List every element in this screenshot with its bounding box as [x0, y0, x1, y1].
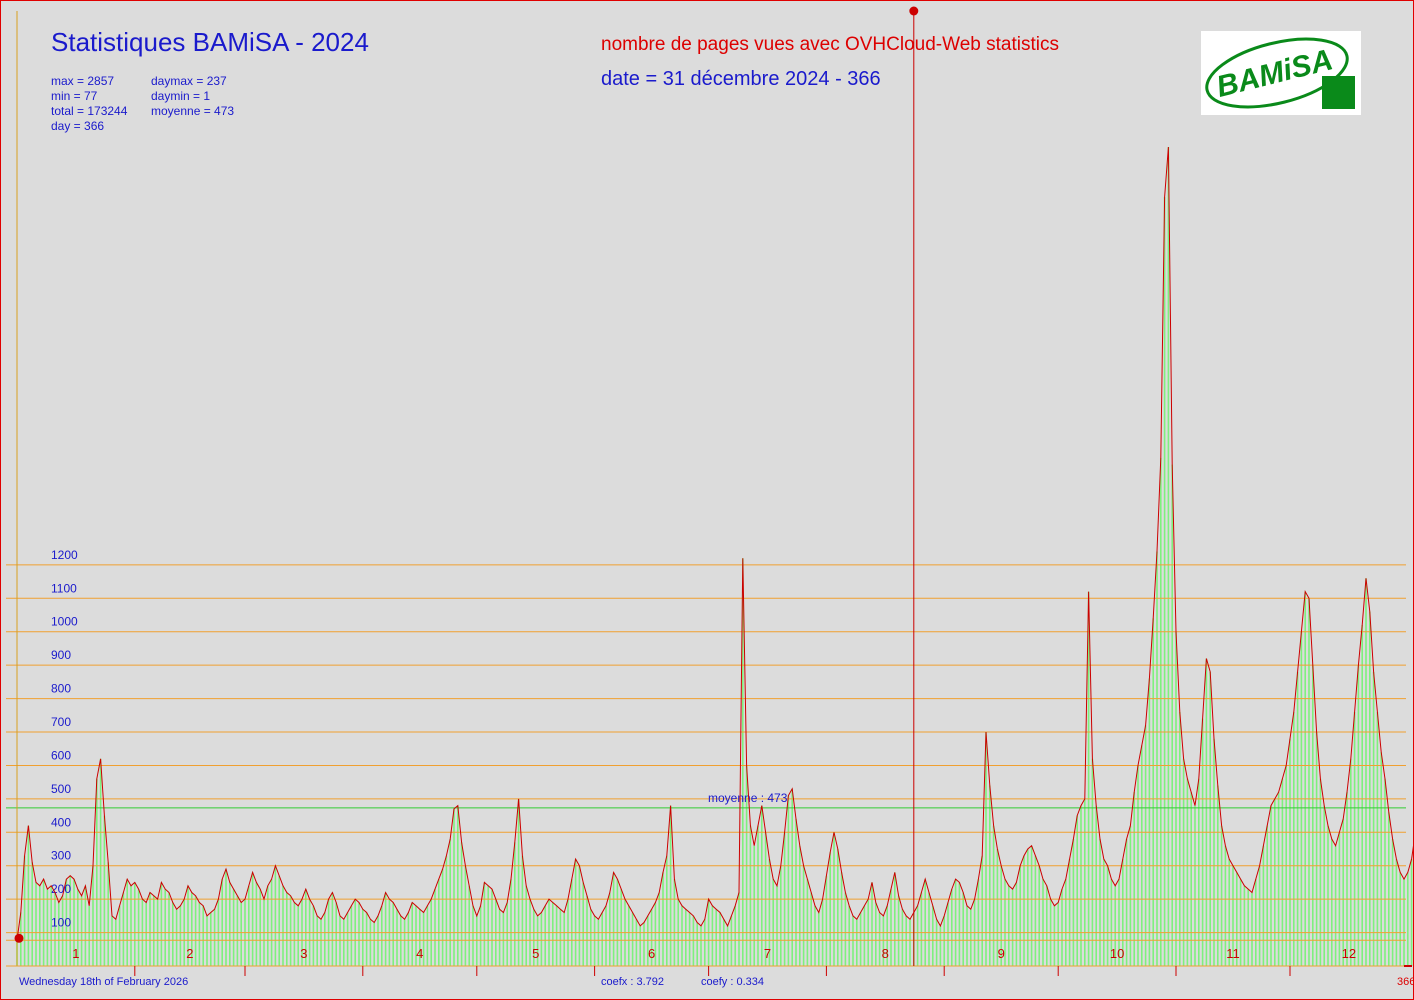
bamisa-logo: BAMiSA [1201, 31, 1361, 115]
max-marker [909, 6, 919, 16]
x-tick-label: 5 [532, 946, 539, 961]
stat-day: day = 366 [51, 119, 105, 133]
stat-moyenne: moyenne = 473 [151, 104, 235, 118]
y-tick-label: 700 [51, 715, 71, 729]
stat-max: max = 2857 [51, 74, 115, 88]
coefy-label: coefy : 0.334 [701, 976, 764, 988]
generated-date: Wednesday 18th of February 2026 [19, 976, 189, 988]
x-tick-label: 2 [186, 946, 193, 961]
x-tick-label: 7 [764, 946, 771, 961]
y-tick-label: 900 [51, 648, 71, 662]
y-tick-label: 600 [51, 748, 71, 762]
chart-subtitle: nombre de pages vues avec OVHCloud-Web s… [601, 34, 1059, 55]
chart-title: Statistiques BAMiSA - 2024 [51, 27, 369, 57]
y-tick-label: 400 [51, 815, 71, 829]
x-tick-label: 3 [300, 946, 307, 961]
x-tick-label: 11 [1226, 946, 1240, 961]
end-day-label: 366 [1397, 976, 1414, 988]
y-tick-label: 200 [51, 882, 71, 896]
min-marker [14, 933, 24, 943]
stat-total: total = 173244 [51, 104, 128, 118]
x-tick-label: 9 [998, 946, 1005, 961]
y-tick-label: 300 [51, 849, 71, 863]
x-tick-label: 12 [1342, 946, 1356, 961]
stat-daymax: daymax = 237 [151, 74, 227, 88]
coefx-label: coefx : 3.792 [601, 976, 664, 988]
average-label: moyenne : 473 [708, 791, 788, 805]
x-tick-label: 4 [416, 946, 423, 961]
date-line: date = 31 décembre 2024 - 366 [601, 68, 881, 90]
x-tick-label: 6 [648, 946, 655, 961]
x-tick-label: 1 [72, 946, 79, 961]
stat-daymin: daymin = 1 [151, 89, 211, 103]
stat-min: min = 77 [51, 89, 98, 103]
logo-text: BAMiSA [1213, 43, 1336, 104]
y-tick-label: 100 [51, 916, 71, 930]
x-tick-label: 10 [1110, 946, 1124, 961]
x-tick-label: 8 [882, 946, 889, 961]
y-tick-label: 800 [51, 682, 71, 696]
y-tick-label: 1100 [51, 581, 77, 595]
y-tick-label: 500 [51, 782, 71, 796]
y-tick-label: 1200 [51, 548, 78, 562]
series-line [16, 146, 1413, 941]
y-tick-label: 1000 [51, 615, 78, 629]
